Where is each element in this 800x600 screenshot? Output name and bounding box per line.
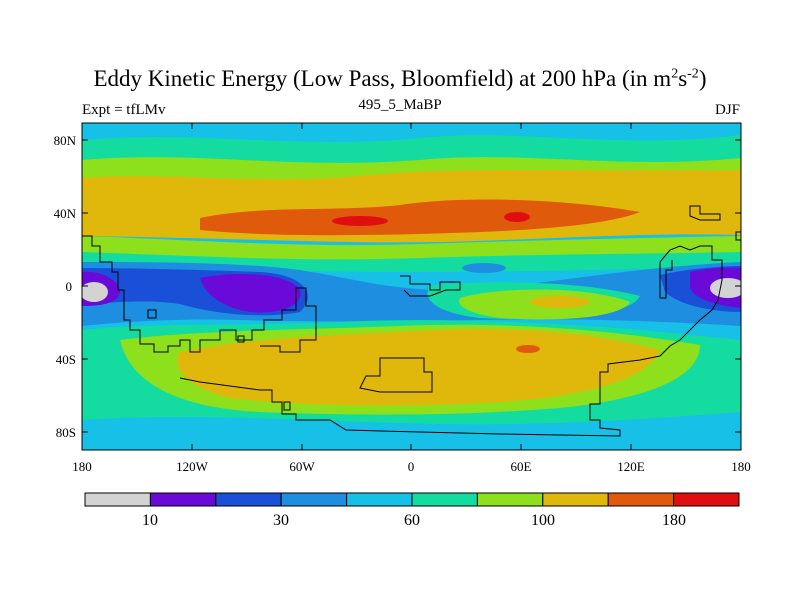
coastline: [283, 401, 291, 411]
coastline: [735, 231, 741, 241]
coastline: [689, 205, 721, 221]
contour-band: [332, 216, 388, 226]
contour-band: [516, 345, 540, 353]
colorbar-label: 180: [662, 512, 686, 529]
coastline: [82, 235, 317, 353]
colorbar-swatch: [215, 492, 282, 507]
experiment-label: Expt = tfLMv: [82, 102, 166, 118]
lon-label: 0: [408, 459, 415, 474]
lat-label: 80S: [56, 425, 76, 440]
contour-band: [530, 296, 590, 308]
lat-label: 40S: [56, 352, 76, 367]
colorbar-label: 30: [273, 512, 289, 529]
coastline: [179, 245, 723, 437]
colorbar-swatch: [673, 492, 740, 507]
colorbar-swatch: [149, 492, 217, 507]
colorbar-swatch: [411, 492, 478, 507]
colorbar-label: 10: [142, 512, 158, 529]
colorbar: [84, 492, 740, 507]
lon-ticks: [81, 123, 742, 450]
contour-band: [710, 278, 741, 298]
colorbar-swatch: [346, 492, 413, 507]
run-label: 495_5_MaBP: [358, 97, 442, 113]
lon-label: 120E: [617, 459, 645, 474]
lon-label: 180: [72, 459, 92, 474]
colorbar-swatch: [607, 492, 675, 507]
map-title: Eddy Kinetic Energy (Low Pass, Bloomfiel…: [93, 66, 707, 91]
coastline: [400, 275, 461, 297]
lon-label: 60E: [511, 459, 532, 474]
contour-band: [200, 199, 640, 236]
lat-label: 80N: [54, 133, 77, 148]
lat-ticks: [82, 139, 741, 433]
contour-field: [82, 123, 741, 450]
contour-band: [462, 263, 506, 273]
contour-band: [82, 412, 741, 450]
lon-label: 180: [731, 459, 751, 474]
lat-label: 40N: [54, 206, 77, 221]
contour-band: [504, 212, 530, 222]
colorbar-swatch: [476, 492, 544, 507]
coastlines: [82, 205, 741, 437]
lat-label: 0: [66, 279, 73, 294]
colorbar-swatch: [84, 492, 151, 507]
lon-label: 120W: [176, 459, 209, 474]
coastline: [237, 335, 245, 343]
contour-band: [82, 282, 108, 302]
colorbar-label: 60: [404, 512, 420, 529]
colorbar-label: 100: [531, 512, 555, 529]
season-label: DJF: [714, 102, 740, 118]
coastline: [147, 309, 157, 319]
contour-band: [200, 274, 301, 313]
lon-label: 60W: [289, 459, 315, 474]
colorbar-swatch: [542, 492, 609, 507]
coastline: [359, 357, 433, 393]
colorbar-swatch: [280, 492, 348, 507]
